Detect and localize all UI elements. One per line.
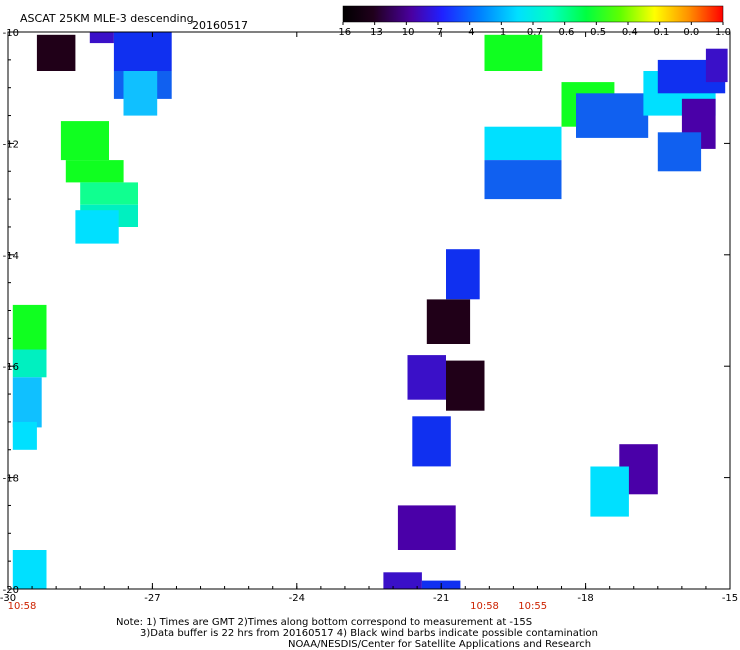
data-cell: [484, 34, 543, 71]
x-tick-label: -27: [144, 593, 160, 604]
x-tick-label: -15: [722, 593, 738, 604]
data-cell: [12, 550, 47, 589]
data-cell: [484, 160, 562, 200]
data-cell: [657, 132, 702, 172]
data-cell: [397, 505, 456, 550]
data-cell: [12, 349, 47, 378]
data-cell: [12, 377, 42, 428]
note-line-2: 3)Data buffer is 22 hrs from 20160517 4)…: [140, 628, 598, 639]
data-cell: [484, 126, 562, 161]
note-line-1: Note: 1) Times are GMT 2)Times along bot…: [116, 617, 532, 628]
colorbar: -16 -13 -10 -7 -4 -1 -0.7 -0.6 -0.5 -0.4 -0.1 0.0 1.…: [335, 5, 731, 38]
data-cell: [12, 304, 47, 350]
x-tick-label: -18: [577, 593, 593, 604]
data-cell: [12, 421, 37, 450]
data-cell: [75, 210, 119, 244]
footnotes: Note: 1) Times are GMT 2)Times along bot…: [116, 617, 598, 650]
colorbar-gradient: [342, 5, 724, 23]
data-cell: [60, 121, 109, 161]
axes: -30 -27 -24 -21 -18 -15 -10 -12 -14 -16 -18 -20 10:5…: [0, 28, 738, 612]
data-cell: [407, 355, 446, 400]
x-tick-label: -30: [0, 593, 16, 604]
data-cell: [705, 48, 728, 83]
time-label: 10:58: [8, 601, 37, 612]
data-cell: [80, 182, 138, 205]
data-cell: [576, 93, 649, 138]
y-tick-label: -14: [3, 251, 19, 262]
data-cell: [446, 249, 480, 300]
x-tick-label: -24: [289, 593, 305, 604]
y-tick-label: -16: [3, 362, 19, 373]
y-tick-label: -18: [3, 474, 19, 485]
chart-date: 20160517: [192, 19, 248, 32]
y-tick-label: -12: [3, 139, 19, 150]
x-tick-label: -21: [433, 593, 449, 604]
y-tick-label: -20: [3, 585, 19, 596]
data-cell: [590, 466, 629, 517]
y-tick-label: -10: [3, 28, 19, 39]
note-line-3: NOAA/NESDIS/Center for Satellite Applica…: [288, 639, 591, 650]
data-cell: [412, 416, 451, 467]
data-cell: [113, 32, 172, 71]
data-cell: [383, 572, 422, 589]
chart-title: ASCAT 25KM MLE-3 descending: [20, 12, 194, 25]
data-cell: [426, 299, 471, 344]
time-label: 10:55: [518, 601, 547, 612]
data-cell: [446, 360, 485, 411]
data-cell: [36, 34, 76, 71]
data-cell: [123, 71, 158, 116]
time-label: 10:58: [470, 601, 499, 612]
data-cells: [12, 32, 728, 589]
data-cell: [89, 32, 114, 44]
data-cell: [65, 160, 124, 183]
